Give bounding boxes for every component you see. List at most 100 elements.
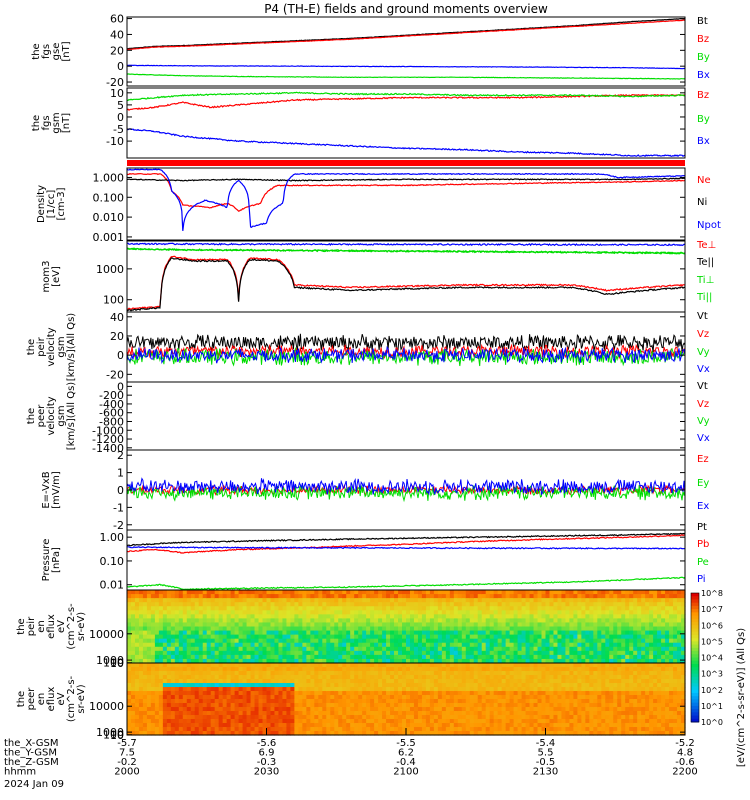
colorbar <box>690 592 700 723</box>
legend-fgs_gse-2: By <box>697 52 710 63</box>
legend-peer_velocity-2: Vy <box>697 416 710 427</box>
peir_spectrogram-ytick-label: 10 <box>110 657 124 670</box>
peir_spectrogram-ylabel: the peir en eflux eV (cm^2-s-sr-eV) <box>16 603 87 650</box>
time-row-value: -0.2 <box>117 757 137 768</box>
peir_spectrogram-ytick-label: 10000 <box>89 628 124 641</box>
legend-pressure-0: Pt <box>697 522 707 533</box>
fgs_gsm-ytick-label: -5 <box>113 123 124 136</box>
peir_spectrogram-ylabel-line: en <box>36 620 47 633</box>
time-row-value: -0.6 <box>675 757 695 768</box>
efield-ytick-label: -1 <box>113 501 124 514</box>
peir_velocity-ylabel-line: [km/s](All Qs) <box>66 313 77 381</box>
peer_velocity-ylabel-line: the <box>26 408 37 424</box>
series-pressure-Pe <box>126 576 686 591</box>
time-row-value: 7.5 <box>119 748 135 759</box>
efield-ylabel-line: [mV/m] <box>51 471 62 509</box>
time-row-value: -5.5 <box>396 738 416 749</box>
colorbar-tick: 10^6 <box>701 621 723 630</box>
fgs_gse-ytick-label: 20 <box>110 44 124 57</box>
time-row-value: -0.5 <box>536 757 556 768</box>
time-row-value: -5.6 <box>257 738 277 749</box>
series-peir_velocity-Vx <box>126 346 686 364</box>
colorbar-tick: 10^8 <box>701 589 723 598</box>
density-ytick-label: 0.001 <box>93 231 125 244</box>
legend-temperature-0: Te⊥ <box>696 240 716 251</box>
peer_velocity-ylabel-line: gsm <box>56 405 67 426</box>
density-ylabel-line: Density <box>36 185 47 223</box>
legend-density-1: Ni <box>697 197 707 208</box>
peer_spectrogram-image <box>127 663 686 736</box>
pressure-ytick-label: 0.10 <box>100 555 125 568</box>
peir_spectrogram-ylabel-line: the <box>16 618 27 634</box>
legend-density-0: Ne <box>697 175 711 186</box>
legend-peir_velocity-0: Vt <box>697 311 708 322</box>
series-fgs_gse-Bt <box>127 18 686 50</box>
time-row-value: 2200 <box>672 767 697 778</box>
series-fgs_gsm-Bx <box>126 128 686 158</box>
peir_spectrogram-ylabel-line: (cm^2-s- <box>66 603 77 650</box>
legend-fgs_gsm-2: Bx <box>697 136 710 147</box>
fgs_gse-ylabel-line: the <box>31 43 42 59</box>
legend-fgs_gse-3: Bx <box>697 70 710 81</box>
pressure-ytick-label: 1.00 <box>100 531 125 544</box>
time-row-value: -0.3 <box>257 757 277 768</box>
efield-ylabel: E=-VxB [mV/m] <box>41 471 62 509</box>
peir_velocity-ylabel-line: peir <box>36 336 47 356</box>
fgs_gsm-ylabel-line: gsm <box>51 112 62 133</box>
pressure-ytick-label: 0.01 <box>100 579 125 592</box>
legend-peer_velocity-0: Vt <box>697 381 708 392</box>
peer_velocity-ytick-label: -600 <box>99 407 124 420</box>
density-ytick-label: 0.100 <box>93 191 125 204</box>
peer_spectrogram-ytick-label: 10000 <box>89 700 124 713</box>
peir_velocity-ytick-label: 20 <box>110 330 124 343</box>
peer_spectrogram-ytick-label: 100 <box>103 729 124 742</box>
density-ylabel-line: [1/cc] <box>46 190 57 219</box>
fgs_gsm-ylabel-line: fgs <box>41 115 52 130</box>
peer_velocity-frame <box>126 381 686 451</box>
peir_velocity-ytick-label: -20 <box>106 368 124 381</box>
pressure-ylabel-line: Pressure <box>41 539 52 582</box>
series-fgs_gse-Bx <box>127 64 686 70</box>
fgs_gsm-ytick-label: 0 <box>117 111 124 124</box>
pressure-ylabel-line: [nPa] <box>51 547 62 573</box>
series-pressure-Pt <box>126 532 686 547</box>
peir_spectrogram-image <box>127 590 686 664</box>
time-row-value: 6.2 <box>398 748 414 759</box>
temperature-ytick-label: 1000 <box>96 263 124 276</box>
density-ytick-label: 1.000 <box>93 171 125 184</box>
peir_spectrogram-ytick-label: 1000 <box>96 654 124 667</box>
series-peir_velocity-Vt <box>126 333 686 352</box>
page-title: P4 (TH-E) fields and ground moments over… <box>264 2 548 16</box>
peer_velocity-ytick-label: -1000 <box>92 424 124 437</box>
pressure-ylabel: Pressure [nPa] <box>41 539 62 582</box>
series-efield-Ex <box>126 477 686 496</box>
density-ytick-label: 0.010 <box>93 211 125 224</box>
density-ylabel: Density [1/cc] [cm-3] <box>36 185 67 223</box>
date-label: 2024 Jan 09 <box>4 779 64 790</box>
time-row-value: -5.7 <box>117 738 137 749</box>
temperature-ylabel: mom3 [eV] <box>41 261 62 293</box>
fgs_gsm-ytick-label: 5 <box>117 99 124 112</box>
time-axis-layer: the_X-GSM -5.7 -5.6 -5.5 -5.4 -5.2 the_Y-GSM 7.… <box>4 728 698 790</box>
legend-peir_velocity-3: Vx <box>697 364 710 375</box>
peer_velocity-ytick-label: -400 <box>99 398 124 411</box>
mode-bar <box>127 160 685 166</box>
peir_velocity-ytick-label: 40 <box>110 311 124 324</box>
peer_spectrogram-ytick-label: 10 <box>110 729 124 742</box>
series-pressure-Pb <box>126 534 686 554</box>
peir_velocity-ylabel-line: gsm <box>56 336 67 357</box>
legend-efield-2: Ex <box>697 501 709 512</box>
peir_velocity-ylabel-line: the <box>26 339 37 355</box>
peer_spectrogram-ylabel-line: the <box>16 691 27 707</box>
legend-peer_velocity-1: Vz <box>697 399 709 410</box>
series-temperature-Te <box>126 242 686 247</box>
efield-ylabel-line: E=-VxB <box>41 471 52 508</box>
fgs_gse-ylabel-line: [nT] <box>61 41 72 61</box>
peer_velocity-ylabel-line: [km/s](All Qs) <box>66 382 77 450</box>
legend-peer_velocity-3: Vx <box>697 433 710 444</box>
peir_spectrogram-ylabel-line: peir <box>26 616 37 636</box>
series-temperature-Ti|| <box>126 247 686 255</box>
time-row-value: 4.8 <box>677 748 693 759</box>
peir_velocity-ylabel: the peir velocity gsm [km/s](All Qs) <box>26 313 77 381</box>
